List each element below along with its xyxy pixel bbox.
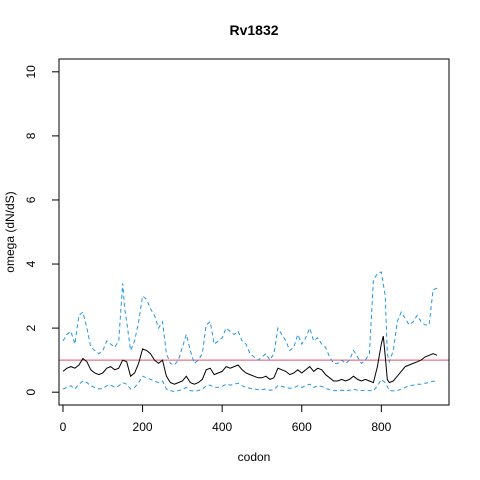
y-tick-label: 10 bbox=[24, 65, 38, 79]
y-tick-label: 6 bbox=[24, 196, 38, 203]
series-line-interval-2 bbox=[62, 375, 438, 393]
x-tick-label: 0 bbox=[60, 420, 67, 434]
y-tick-label: 2 bbox=[24, 324, 38, 331]
y-axis-label: omega (dN/dS) bbox=[3, 191, 17, 272]
x-axis-label: codon bbox=[238, 450, 271, 464]
plot-area bbox=[59, 271, 449, 393]
x-tick-label: 400 bbox=[212, 420, 232, 434]
y-tick-label: 8 bbox=[24, 132, 38, 139]
x-tick-label: 200 bbox=[133, 420, 153, 434]
series-line-estimate bbox=[62, 335, 438, 385]
x-tick-label: 800 bbox=[371, 420, 391, 434]
x-tick-label: 600 bbox=[292, 420, 312, 434]
y-tick-label: 0 bbox=[24, 389, 38, 396]
y-tick-label: 4 bbox=[24, 260, 38, 267]
chart-title: Rv1832 bbox=[229, 22, 278, 38]
